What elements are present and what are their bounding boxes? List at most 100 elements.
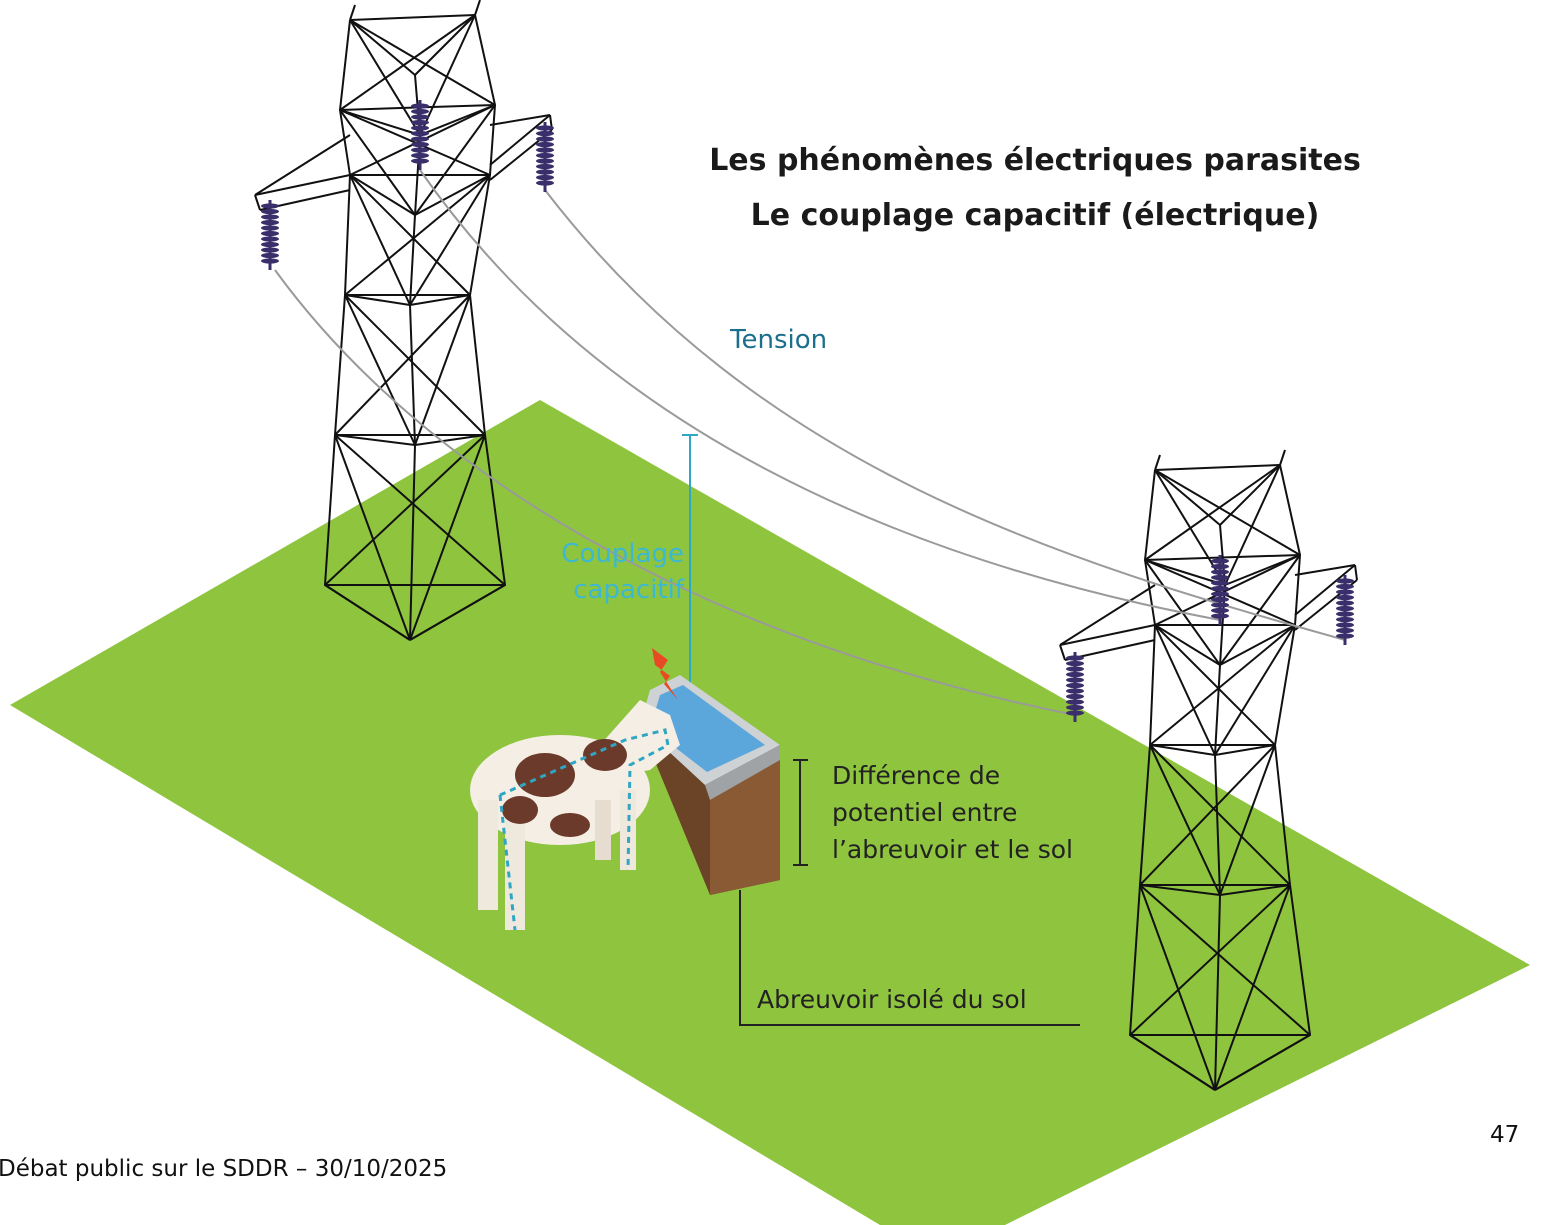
insulator-disc: [1211, 575, 1229, 580]
insulator-disc: [1211, 608, 1229, 613]
insulator-disc: [1211, 602, 1229, 607]
insulator-disc: [1336, 600, 1354, 605]
footer-text: Débat public sur le SDDR – 30/10/2025: [0, 1156, 447, 1182]
insulator-disc: [1336, 589, 1354, 594]
insulator: [1336, 575, 1354, 645]
difference-label: Différence de: [832, 761, 1000, 790]
pylon-member: [1155, 465, 1280, 470]
pylon-member: [1155, 455, 1160, 470]
pylon-member: [1215, 625, 1295, 755]
cow-leg: [595, 800, 611, 860]
trough-label: Abreuvoir isolé du sol: [757, 985, 1027, 1014]
insulator-disc: [411, 142, 429, 147]
diagram: Les phénomènes électriques parasites Le …: [0, 0, 1542, 1225]
cow-patch: [550, 813, 590, 837]
insulator-disc: [411, 109, 429, 114]
pylon-member: [415, 295, 470, 445]
insulator-disc: [411, 103, 429, 108]
insulator-disc: [1336, 606, 1354, 611]
insulator-disc: [261, 209, 279, 214]
insulator-disc: [411, 136, 429, 141]
tension-label: Tension: [729, 325, 827, 355]
insulator-disc: [261, 247, 279, 252]
pylon-member: [345, 295, 485, 435]
insulator-disc: [536, 158, 554, 163]
page: Couplage capacitif html, body { margin: …: [0, 0, 1542, 1225]
pylon-member: [1280, 450, 1285, 465]
insulator: [261, 200, 279, 270]
insulator-disc: [1336, 584, 1354, 589]
difference-label: potentiel entre: [832, 798, 1017, 827]
insulator-disc: [536, 169, 554, 174]
insulator-disc: [411, 114, 429, 119]
insulator-disc: [411, 125, 429, 130]
insulator-disc: [261, 236, 279, 241]
insulator: [1066, 652, 1084, 722]
pylon-member: [415, 15, 475, 75]
insulator-disc: [536, 142, 554, 147]
insulator-disc: [536, 175, 554, 180]
insulator-disc: [1066, 683, 1084, 688]
pylon-member: [1155, 470, 1300, 555]
pylon-member: [335, 435, 415, 445]
insulator-disc: [1066, 710, 1084, 715]
insulator: [536, 122, 554, 192]
insulator-disc: [1066, 655, 1084, 660]
cow-patch: [583, 739, 627, 771]
pylon-member: [350, 5, 355, 20]
insulator-disc: [1066, 677, 1084, 682]
pylon-member: [1355, 565, 1357, 580]
insulator-disc: [261, 253, 279, 258]
insulator-disc: [411, 147, 429, 152]
insulator-disc: [1066, 688, 1084, 693]
pylon-member: [350, 20, 420, 135]
insulator-disc: [536, 125, 554, 130]
pylon-member: [350, 20, 495, 105]
insulator-disc: [1336, 622, 1354, 627]
insulator-disc: [1066, 694, 1084, 699]
pylon-member: [475, 0, 480, 15]
insulator-disc: [261, 258, 279, 263]
insulator-disc: [1211, 613, 1229, 618]
coupling-label: capacitif: [573, 575, 685, 605]
insulator-disc: [411, 120, 429, 125]
cow-patch: [502, 796, 538, 824]
title-line: Le couplage capacitif (électrique): [751, 198, 1320, 233]
cow-leg: [478, 800, 498, 910]
coupling-label: Couplage: [561, 539, 684, 569]
cow-leg: [505, 810, 525, 930]
insulator-disc: [1211, 586, 1229, 591]
insulator-disc: [411, 131, 429, 136]
insulator-disc: [536, 180, 554, 185]
insulator-disc: [536, 164, 554, 169]
insulator-disc: [1336, 578, 1354, 583]
pylon-member: [350, 15, 475, 20]
insulator-disc: [536, 131, 554, 136]
title-line: Les phénomènes électriques parasites: [709, 143, 1361, 178]
insulator-disc: [1211, 580, 1229, 585]
insulator-disc: [261, 231, 279, 236]
page-number: 47: [1490, 1122, 1519, 1148]
pylon-member: [1155, 470, 1220, 525]
insulator: [1211, 555, 1229, 625]
insulator-disc: [1211, 591, 1229, 596]
insulator-disc: [1336, 595, 1354, 600]
insulator-disc: [1211, 558, 1229, 563]
pylon-member: [1220, 465, 1280, 525]
insulator-disc: [411, 158, 429, 163]
insulator-disc: [536, 147, 554, 152]
insulator-disc: [411, 153, 429, 158]
insulator-disc: [1211, 597, 1229, 602]
insulator: [411, 100, 429, 170]
insulator-disc: [1336, 628, 1354, 633]
difference-label: l’abreuvoir et le sol: [832, 835, 1073, 864]
pylon-member: [410, 175, 490, 305]
insulator-disc: [536, 136, 554, 141]
insulator-disc: [261, 203, 279, 208]
insulator-disc: [1211, 569, 1229, 574]
page-body: {"header": {"title_lines": ["Les phénomè…: [0, 0, 1542, 1225]
insulator-disc: [1336, 617, 1354, 622]
insulator-disc: [261, 220, 279, 225]
insulator-disc: [1211, 564, 1229, 569]
insulator-disc: [261, 214, 279, 219]
